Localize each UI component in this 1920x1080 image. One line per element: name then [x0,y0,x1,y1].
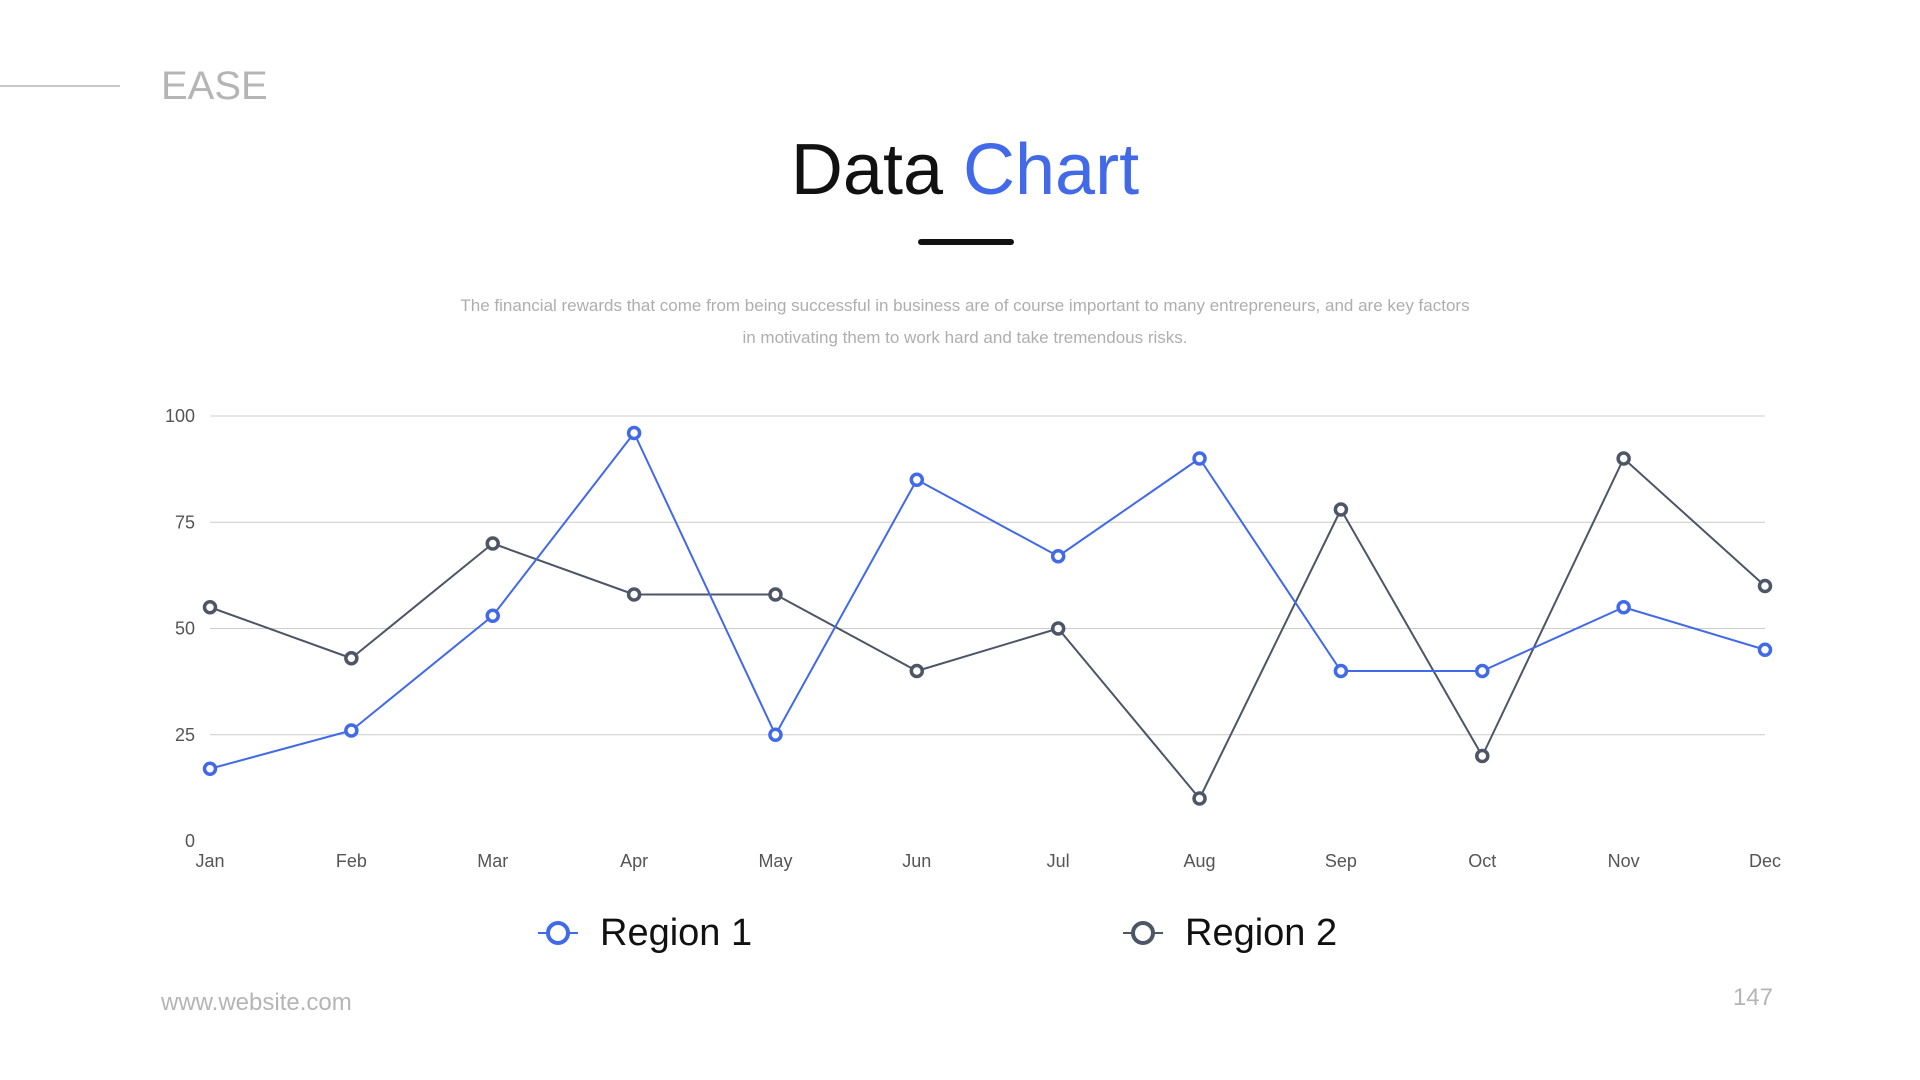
data-point-region-2-jan [202,600,218,615]
data-point-region-1-dec [1757,642,1773,657]
series-line-region-1 [209,432,1766,770]
legend-marker-region-1 [538,921,578,945]
x-tick-label-may: May [758,851,792,871]
y-tick-label-100: 100 [165,406,195,426]
x-tick-label-aug: Aug [1184,851,1216,871]
data-point-region-1-jun [909,472,925,487]
x-tick-label-apr: Apr [620,851,648,871]
brand-logo-text: EASE [161,64,268,108]
data-point-region-1-sep [1333,663,1349,679]
y-tick-label-75: 75 [175,512,195,532]
footer-website-url: www.website.com [161,989,352,1016]
data-point-region-2-mar [485,536,500,551]
y-tick-label-50: 50 [175,619,195,639]
description-line-1: The financial rewards that come from bei… [460,296,1470,315]
x-tick-label-feb: Feb [336,851,367,871]
legend-label-region-2: Region 2 [1185,911,1338,954]
x-tick-label-dec: Dec [1749,851,1781,871]
data-point-region-2-feb [344,651,359,666]
title-underline [918,239,1014,245]
data-point-region-2-aug [1192,791,1207,806]
description-line-2: in motivating them to work hard and take… [742,328,1188,347]
x-tick-label-jan: Jan [195,851,224,871]
data-point-region-2-jul [1050,621,1066,636]
data-point-region-2-jun [909,663,925,679]
x-tick-label-mar: Mar [477,851,508,871]
data-point-region-1-mar [485,608,500,623]
data-point-region-1-apr [626,425,642,441]
data-point-region-1-aug [1192,451,1207,466]
data-point-region-2-oct [1475,748,1490,764]
legend-marker-region-2 [1123,921,1163,945]
description-text: The financial rewards that come from bei… [380,290,1550,354]
data-point-region-1-jul [1050,549,1066,564]
title-part-plain: Data [790,130,943,210]
title-part-accent: Chart [963,130,1140,210]
data-point-region-2-nov [1616,451,1631,466]
page-number: 147 [1732,984,1773,1011]
data-point-region-1-may [768,727,783,742]
data-point-region-1-jan [202,761,218,776]
data-point-region-1-nov [1616,600,1631,615]
legend-label-region-1: Region 1 [600,911,753,954]
x-tick-label-sep: Sep [1325,851,1357,871]
y-tick-label-0: 0 [185,831,195,851]
legend-item-region-1: Region 1 [538,908,752,958]
data-point-region-1-feb [344,723,359,738]
page-title: Data Chart [0,128,1920,212]
y-tick-label-25: 25 [175,725,195,745]
legend-item-region-2: Region 2 [1123,908,1337,958]
x-tick-label-nov: Nov [1608,851,1640,871]
x-tick-label-jul: Jul [1047,851,1070,871]
x-tick-label-jun: Jun [902,851,931,871]
x-tick-label-oct: Oct [1468,851,1496,871]
data-point-region-2-sep [1333,502,1349,517]
data-point-region-2-may [768,587,783,602]
top-divider [0,85,120,87]
data-point-region-2-dec [1757,578,1773,594]
data-point-region-1-oct [1475,663,1490,679]
series-line-region-2 [209,457,1766,800]
data-point-region-2-apr [626,587,642,602]
